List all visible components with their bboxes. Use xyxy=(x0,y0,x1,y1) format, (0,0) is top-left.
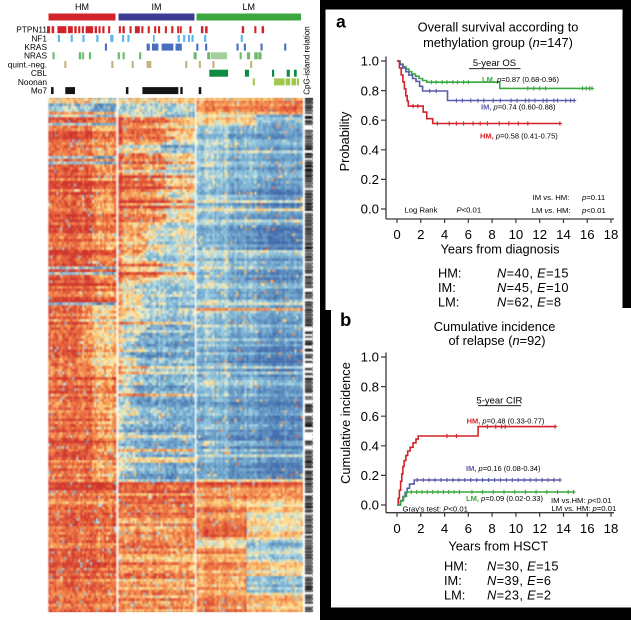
svg-text:NF1: NF1 xyxy=(31,33,47,43)
svg-text:Years from diagnosis: Years from diagnosis xyxy=(440,242,559,257)
svg-text:N=23, E=2: N=23, E=2 xyxy=(487,588,551,603)
svg-text:4: 4 xyxy=(441,227,448,242)
svg-text:6: 6 xyxy=(465,227,472,242)
svg-text:12: 12 xyxy=(532,227,547,242)
svg-text:4: 4 xyxy=(441,521,448,536)
svg-text:N=62, E=8: N=62, E=8 xyxy=(497,295,561,310)
svg-text:0.0: 0.0 xyxy=(361,498,379,513)
svg-text:14: 14 xyxy=(556,227,571,242)
svg-text:PTPN11: PTPN11 xyxy=(16,25,47,35)
svg-text:CBL: CBL xyxy=(31,68,48,78)
svg-text:2: 2 xyxy=(417,521,424,536)
svg-text:0.0: 0.0 xyxy=(361,202,379,217)
svg-text:HM:: HM: xyxy=(444,559,467,574)
svg-text:Overall survival according to: Overall survival according to xyxy=(418,20,579,35)
svg-text:8: 8 xyxy=(488,521,495,536)
svg-text:6: 6 xyxy=(465,521,472,536)
svg-text:5-year OS: 5-year OS xyxy=(473,58,516,69)
svg-text:N=40, E=15: N=40, E=15 xyxy=(497,266,569,281)
svg-text:0.2: 0.2 xyxy=(361,468,379,483)
svg-text:HM, p=0.48 (0.33-0.77): HM, p=0.48 (0.33-0.77) xyxy=(467,417,545,426)
svg-text:of relapse (n=92): of relapse (n=92) xyxy=(448,333,545,348)
svg-text:IM, p=0.74 (0.60-0.88): IM, p=0.74 (0.60-0.88) xyxy=(481,103,556,112)
svg-text:10: 10 xyxy=(509,521,524,536)
svg-text:12: 12 xyxy=(532,521,547,536)
svg-text:LM vs. HM:: LM vs. HM: xyxy=(532,206,571,215)
svg-text:18: 18 xyxy=(604,227,619,242)
svg-text:HM: HM xyxy=(75,2,89,12)
svg-text:0.4: 0.4 xyxy=(361,143,379,158)
svg-text:10: 10 xyxy=(509,227,524,242)
svg-text:LM:: LM: xyxy=(444,588,465,603)
svg-text:1.0: 1.0 xyxy=(361,350,379,365)
svg-text:0: 0 xyxy=(393,227,400,242)
svg-text:0.8: 0.8 xyxy=(361,83,379,98)
svg-text:b: b xyxy=(340,309,351,330)
svg-text:IM:: IM: xyxy=(438,280,456,295)
svg-text:14: 14 xyxy=(556,521,571,536)
svg-text:1.0: 1.0 xyxy=(361,54,379,69)
svg-text:0.6: 0.6 xyxy=(361,113,379,128)
svg-text:Cumulative incidence: Cumulative incidence xyxy=(338,362,353,484)
svg-text:2: 2 xyxy=(417,227,424,242)
svg-text:16: 16 xyxy=(580,227,595,242)
svg-text:p=0.11: p=0.11 xyxy=(581,193,605,202)
svg-text:IM, p=0.16 (0.08-0.34): IM, p=0.16 (0.08-0.34) xyxy=(466,464,541,473)
svg-text:KRAS: KRAS xyxy=(24,42,47,52)
svg-text:0.4: 0.4 xyxy=(361,439,379,454)
svg-text:IM vs. HM:: IM vs. HM: xyxy=(533,193,570,202)
svg-text:LM: LM xyxy=(243,2,256,12)
svg-text:0.2: 0.2 xyxy=(361,172,379,187)
svg-text:P<0.01: P<0.01 xyxy=(457,205,482,214)
svg-text:Years from HSCT: Years from HSCT xyxy=(448,539,548,554)
svg-text:methylation group (n=147): methylation group (n=147) xyxy=(423,35,573,50)
svg-text:LM:: LM: xyxy=(438,295,459,310)
svg-text:N=30, E=15: N=30, E=15 xyxy=(487,559,559,574)
svg-text:5-year CIR: 5-year CIR xyxy=(476,396,522,407)
svg-text:N=39, E=6: N=39, E=6 xyxy=(487,573,551,588)
svg-text:NRAS: NRAS xyxy=(24,51,48,61)
svg-text:Mo7: Mo7 xyxy=(31,86,48,96)
svg-text:LM, p=0.09 (0.02-0.33): LM, p=0.09 (0.02-0.33) xyxy=(466,494,543,503)
svg-text:0.8: 0.8 xyxy=(361,379,379,394)
svg-text:HM, p=0.58 (0.41-0.75): HM, p=0.58 (0.41-0.75) xyxy=(480,132,558,141)
svg-text:LM vs. HM: p=0.01: LM vs. HM: p=0.01 xyxy=(552,504,617,513)
svg-text:Probability: Probability xyxy=(337,111,352,171)
svg-text:LM, p=0.87 (0.68-0.96): LM, p=0.87 (0.68-0.96) xyxy=(482,75,559,84)
svg-text:18: 18 xyxy=(604,521,619,536)
svg-text:Cumulative incidence: Cumulative incidence xyxy=(434,319,556,334)
svg-text:IM vs.HM: p<0.01: IM vs.HM: p<0.01 xyxy=(551,496,611,505)
svg-text:Gray's test: P<0.01: Gray's test: P<0.01 xyxy=(403,505,468,514)
svg-text:Log Rank: Log Rank xyxy=(405,205,438,214)
svg-text:HM:: HM: xyxy=(438,266,461,281)
svg-text:N=45, E=10: N=45, E=10 xyxy=(497,280,569,295)
svg-text:IM:: IM: xyxy=(444,573,462,588)
svg-text:8: 8 xyxy=(488,227,495,242)
svg-text:quint.-neg.: quint.-neg. xyxy=(8,59,47,69)
svg-text:0: 0 xyxy=(393,521,400,536)
svg-text:16: 16 xyxy=(580,521,595,536)
svg-text:CpG-island relation: CpG-island relation xyxy=(303,26,312,94)
svg-text:p<0.01: p<0.01 xyxy=(581,206,606,215)
svg-text:0.6: 0.6 xyxy=(361,409,379,424)
svg-text:IM: IM xyxy=(152,2,162,12)
svg-text:a: a xyxy=(336,12,346,32)
svg-text:Noonan: Noonan xyxy=(18,77,47,87)
